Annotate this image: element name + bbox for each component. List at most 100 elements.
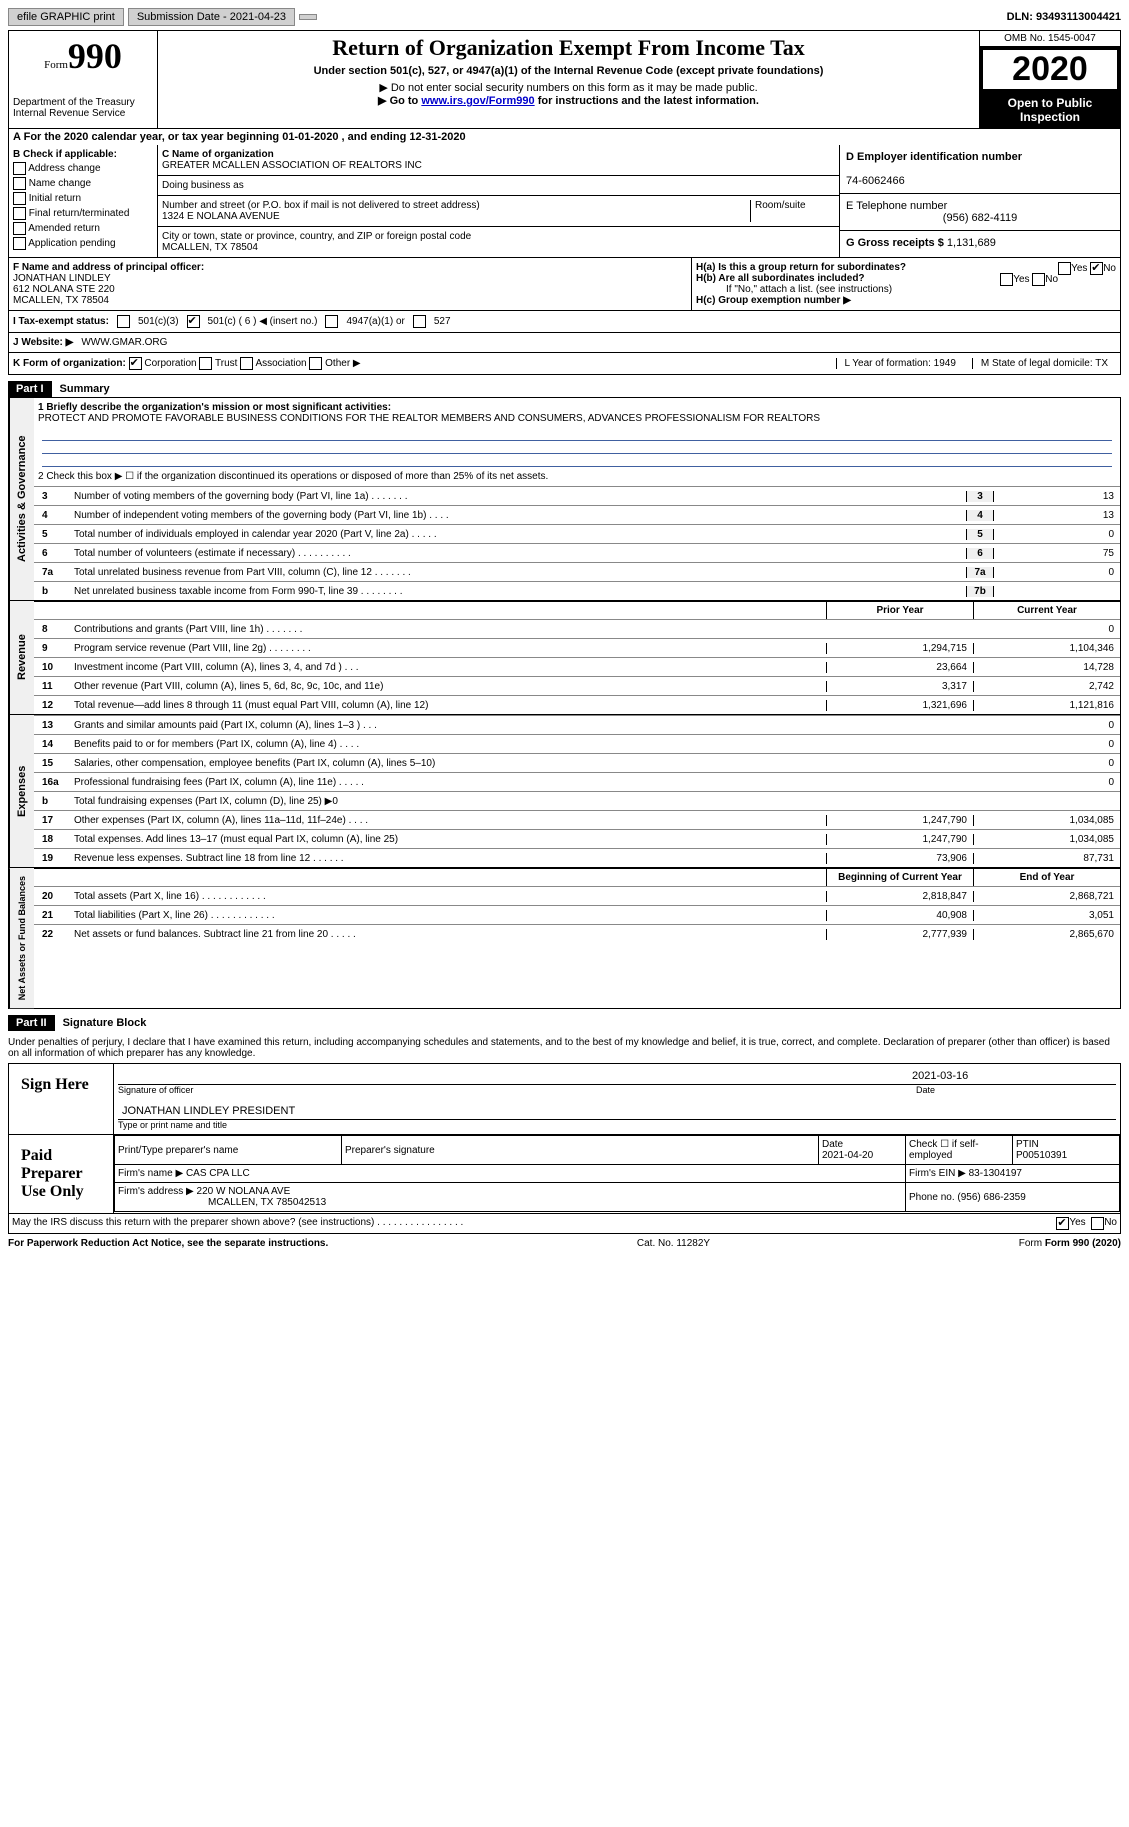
- gross-label: G Gross receipts $: [846, 237, 944, 249]
- cb-amended[interactable]: Amended return: [13, 222, 153, 235]
- website-val: WWW.GMAR.ORG: [81, 337, 167, 348]
- line-3: 3Number of voting members of the governi…: [34, 486, 1120, 505]
- cb-501c3[interactable]: [117, 315, 130, 328]
- officer-print-name: JONATHAN LINDLEY PRESIDENT: [122, 1105, 295, 1117]
- top-toolbar: efile GRAPHIC print Submission Date - 20…: [8, 8, 1121, 26]
- hc-label: H(c) Group exemption number ▶: [696, 295, 851, 306]
- prep-sig-label: Preparer's signature: [342, 1136, 819, 1165]
- cb-527[interactable]: [413, 315, 426, 328]
- prep-date: 2021-04-20: [822, 1150, 873, 1161]
- year-formation: L Year of formation: 1949: [836, 358, 964, 369]
- org-name-label: C Name of organization: [162, 149, 274, 160]
- line-6: 6Total number of volunteers (estimate if…: [34, 543, 1120, 562]
- dba-label: Doing business as: [162, 180, 244, 191]
- form-number: 990: [68, 36, 122, 76]
- line-17: 17Other expenses (Part IX, column (A), l…: [34, 810, 1120, 829]
- firm-phone-label: Phone no.: [909, 1192, 955, 1203]
- paid-preparer-label: Paid Preparer Use Only: [9, 1135, 114, 1213]
- line-22: 22Net assets or fund balances. Subtract …: [34, 924, 1120, 943]
- form990-link[interactable]: www.irs.gov/Form990: [421, 95, 534, 107]
- hb-yes[interactable]: [1000, 273, 1013, 286]
- line-5: 5Total number of individuals employed in…: [34, 524, 1120, 543]
- org-name: GREATER MCALLEN ASSOCIATION OF REALTORS …: [162, 160, 422, 171]
- omb-number: OMB No. 1545-0047: [980, 31, 1120, 47]
- ha-label: H(a) Is this a group return for subordin…: [696, 262, 906, 273]
- cb-address-change[interactable]: Address change: [13, 162, 153, 175]
- line-10: 10Investment income (Part VIII, column (…: [34, 657, 1120, 676]
- sign-here-label: Sign Here: [9, 1064, 114, 1134]
- firm-ein-label: Firm's EIN ▶: [909, 1168, 966, 1179]
- hb-label: H(b) Are all subordinates included?: [696, 273, 865, 284]
- phone: (956) 682-4119: [846, 212, 1114, 224]
- firm-addr-label: Firm's address ▶: [118, 1186, 194, 1197]
- ein-label: D Employer identification number: [846, 151, 1022, 163]
- cb-501c[interactable]: [187, 315, 200, 328]
- line-14: 14Benefits paid to or for members (Part …: [34, 734, 1120, 753]
- ha-no[interactable]: [1090, 262, 1103, 275]
- gross-val: 1,131,689: [947, 237, 996, 249]
- side-revenue: Revenue: [9, 601, 34, 714]
- ha-yes[interactable]: [1058, 262, 1071, 275]
- cb-corp[interactable]: [129, 357, 142, 370]
- side-expenses: Expenses: [9, 715, 34, 867]
- state-domicile: M State of legal domicile: TX: [972, 358, 1116, 369]
- discuss-yes[interactable]: [1056, 1217, 1069, 1230]
- part2-header: Part II: [8, 1015, 55, 1031]
- blank-button[interactable]: [299, 14, 317, 20]
- cb-final-return[interactable]: Final return/terminated: [13, 207, 153, 220]
- pra-notice: For Paperwork Reduction Act Notice, see …: [8, 1238, 328, 1249]
- hb-no[interactable]: [1032, 273, 1045, 286]
- open-inspection: Open to Public Inspection: [980, 92, 1120, 128]
- form-footer: Form: [1019, 1238, 1045, 1249]
- submission-date-button[interactable]: Submission Date - 2021-04-23: [128, 8, 295, 26]
- prep-date-label: Date: [822, 1139, 843, 1150]
- cb-initial-return[interactable]: Initial return: [13, 192, 153, 205]
- line-16a: 16aProfessional fundraising fees (Part I…: [34, 772, 1120, 791]
- line-20: 20Total assets (Part X, line 16) . . . .…: [34, 886, 1120, 905]
- website-label: J Website: ▶: [13, 337, 73, 348]
- officer-addr1: 612 NOLANA STE 220: [13, 284, 115, 295]
- type-name-label: Type or print name and title: [118, 1120, 1116, 1130]
- sig-officer-label: Signature of officer: [118, 1085, 916, 1095]
- form-number-box: Form990 Department of the Treasury Inter…: [9, 31, 158, 128]
- efile-print-button[interactable]: efile GRAPHIC print: [8, 8, 124, 26]
- line-11: 11Other revenue (Part VIII, column (A), …: [34, 676, 1120, 695]
- line-9: 9Program service revenue (Part VIII, lin…: [34, 638, 1120, 657]
- line-21: 21Total liabilities (Part X, line 26) . …: [34, 905, 1120, 924]
- discuss-text: May the IRS discuss this return with the…: [12, 1217, 1056, 1230]
- curr-year-h: Current Year: [973, 601, 1120, 619]
- cb-name-change[interactable]: Name change: [13, 177, 153, 190]
- city: MCALLEN, TX 78504: [162, 242, 258, 253]
- begin-year-h: Beginning of Current Year: [826, 868, 973, 886]
- line-8: 8Contributions and grants (Part VIII, li…: [34, 619, 1120, 638]
- prior-year-h: Prior Year: [826, 601, 973, 619]
- section-b-title: B Check if applicable:: [13, 149, 117, 160]
- cb-assoc[interactable]: [240, 357, 253, 370]
- ein: 74-6062466: [846, 175, 905, 187]
- date-label: Date: [916, 1085, 1116, 1095]
- phone-label: E Telephone number: [846, 200, 947, 212]
- declaration-text: Under penalties of perjury, I declare th…: [8, 1037, 1121, 1059]
- note-2-pre: ▶ Go to: [378, 95, 421, 107]
- end-year-h: End of Year: [973, 868, 1120, 886]
- cb-4947[interactable]: [325, 315, 338, 328]
- cb-pending[interactable]: Application pending: [13, 237, 153, 250]
- section-b: B Check if applicable: Address change Na…: [9, 145, 158, 257]
- firm-ein: 83-1304197: [969, 1168, 1022, 1179]
- line-7b: bNet unrelated business taxable income f…: [34, 581, 1120, 600]
- form-org-label: K Form of organization:: [13, 358, 126, 369]
- line-b: bTotal fundraising expenses (Part IX, co…: [34, 791, 1120, 810]
- part2-title: Signature Block: [55, 1015, 155, 1031]
- discuss-no[interactable]: [1091, 1217, 1104, 1230]
- form-footer-num: Form 990 (2020): [1045, 1238, 1121, 1249]
- room-label: Room/suite: [755, 200, 806, 211]
- officer-label: F Name and address of principal officer:: [13, 262, 204, 273]
- ptin: P00510391: [1016, 1150, 1067, 1161]
- self-emp: Check ☐ if self-employed: [906, 1136, 1013, 1165]
- officer-name: JONATHAN LINDLEY: [13, 273, 111, 284]
- cb-other[interactable]: [309, 357, 322, 370]
- note-1: ▶ Do not enter social security numbers o…: [162, 81, 975, 94]
- dln-text: DLN: 93493113004421: [1007, 11, 1121, 23]
- cb-trust[interactable]: [199, 357, 212, 370]
- line-4: 4Number of independent voting members of…: [34, 505, 1120, 524]
